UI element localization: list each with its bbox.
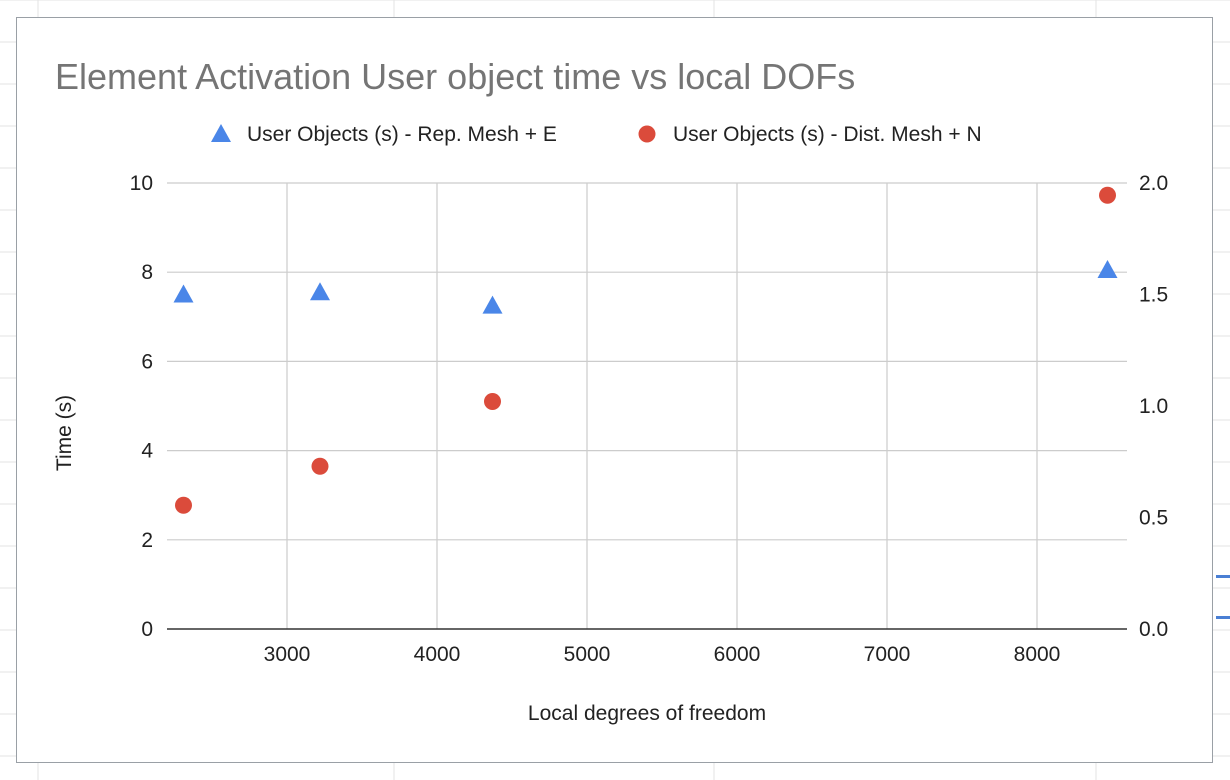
y-tick-label: 8 xyxy=(141,261,153,284)
x-tick-label: 7000 xyxy=(864,643,911,666)
data-point-triangle xyxy=(173,284,194,303)
y-tick-label: 0 xyxy=(141,618,153,641)
selection-handle-mark xyxy=(1216,575,1230,578)
y-axis-tick-labels: 0 2 4 6 8 10 xyxy=(130,172,154,641)
data-point-circle xyxy=(484,393,501,411)
x-tick-label: 6000 xyxy=(714,643,761,666)
y-tick-label: 2 xyxy=(141,529,153,552)
vertical-gridlines xyxy=(286,183,1038,629)
data-point-circle xyxy=(311,457,329,475)
legend-triangle-marker xyxy=(211,124,231,142)
scatter-chart: Element Activation User object time vs l… xyxy=(53,56,1168,725)
x-tick-label: 3000 xyxy=(264,643,311,666)
x-axis-tick-labels: 3000 4000 5000 6000 7000 8000 xyxy=(264,643,1061,666)
x-tick-label: 8000 xyxy=(1014,643,1061,666)
data-point-circle xyxy=(1099,186,1116,204)
data-point-triangle xyxy=(1097,259,1118,278)
data-points xyxy=(173,186,1118,514)
data-point-circle xyxy=(175,496,192,514)
data-point-triangle xyxy=(310,282,330,301)
y-tick-label: 10 xyxy=(130,172,153,195)
x-tick-label: 4000 xyxy=(414,643,461,666)
series-circle-markers xyxy=(175,186,1116,514)
legend-entry-label: User Objects (s) - Rep. Mesh + E xyxy=(247,123,557,146)
chart-title: Element Activation User object time vs l… xyxy=(55,56,855,97)
data-point-triangle xyxy=(482,295,503,314)
y2-axis-tick-labels: 0.0 0.5 1.0 1.5 2.0 xyxy=(1139,172,1168,641)
legend-circle-marker xyxy=(638,125,656,143)
x-axis-label: Local degrees of freedom xyxy=(528,702,766,725)
selection-handle-mark xyxy=(1216,616,1230,619)
y2-tick-label: 1.0 xyxy=(1139,395,1168,418)
y2-tick-label: 2.0 xyxy=(1139,172,1168,195)
legend-entry-label: User Objects (s) - Dist. Mesh + N xyxy=(673,123,982,146)
legend: User Objects (s) - Rep. Mesh + E User Obj… xyxy=(211,123,982,146)
series-triangle-markers xyxy=(173,259,1118,314)
y-axis-label: Time (s) xyxy=(53,395,76,471)
y-tick-label: 4 xyxy=(141,440,153,463)
y-tick-label: 6 xyxy=(141,350,153,373)
x-tick-label: 5000 xyxy=(564,643,611,666)
chart-container[interactable]: Element Activation User object time vs l… xyxy=(16,17,1213,763)
y2-tick-label: 0.5 xyxy=(1139,507,1168,530)
horizontal-gridlines xyxy=(167,182,1127,541)
y2-tick-label: 1.5 xyxy=(1139,284,1168,307)
y2-tick-label: 0.0 xyxy=(1139,618,1168,641)
